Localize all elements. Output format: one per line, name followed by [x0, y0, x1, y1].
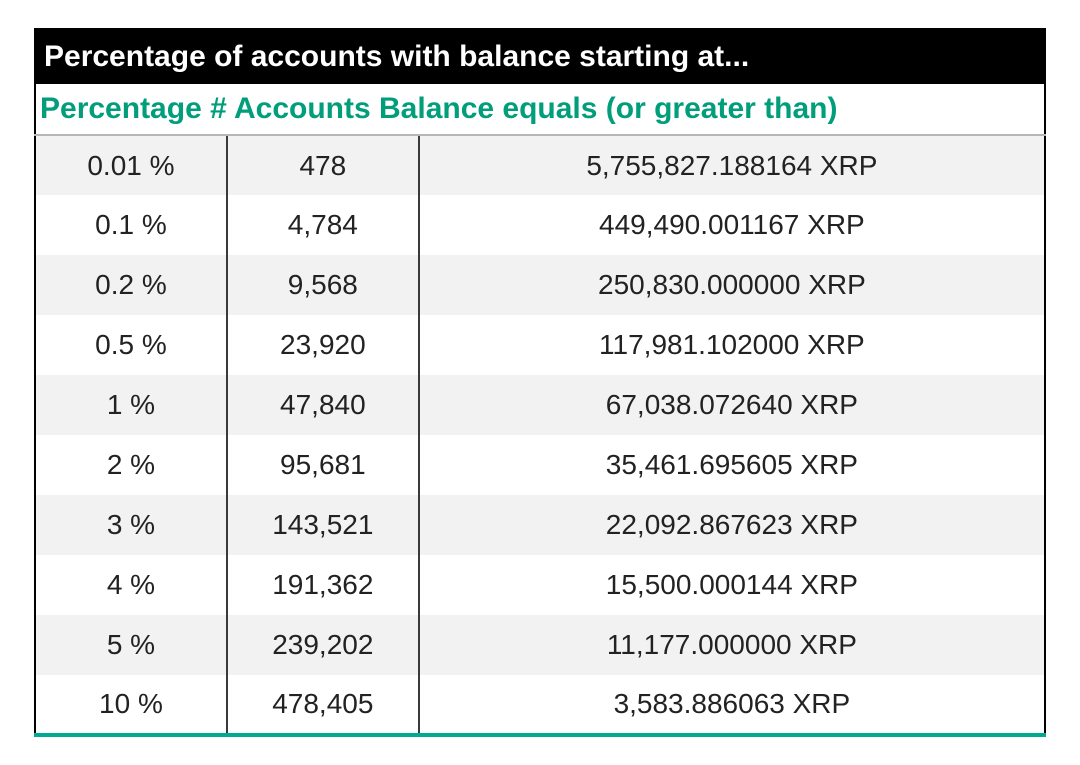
cell-balance: 3,583.886063 XRP — [419, 675, 1045, 735]
table-row: 2 % 95,681 35,461.695605 XRP — [35, 435, 1045, 495]
cell-balance: 22,092.867623 XRP — [419, 495, 1045, 555]
cell-percentage: 1 % — [35, 375, 227, 435]
cell-percentage: 0.1 % — [35, 195, 227, 255]
cell-balance: 35,461.695605 XRP — [419, 435, 1045, 495]
cell-balance: 449,490.001167 XRP — [419, 195, 1045, 255]
cell-percentage: 3 % — [35, 495, 227, 555]
table-row: 1 % 47,840 67,038.072640 XRP — [35, 375, 1045, 435]
cell-balance: 11,177.000000 XRP — [419, 615, 1045, 675]
table-row: 3 % 143,521 22,092.867623 XRP — [35, 495, 1045, 555]
cell-percentage: 2 % — [35, 435, 227, 495]
cell-accounts: 95,681 — [227, 435, 419, 495]
cell-balance: 15,500.000144 XRP — [419, 555, 1045, 615]
table-row: 0.2 % 9,568 250,830.000000 XRP — [35, 255, 1045, 315]
table-row: 0.1 % 4,784 449,490.001167 XRP — [35, 195, 1045, 255]
table-container: Percentage of accounts with balance star… — [0, 0, 1080, 765]
cell-percentage: 0.2 % — [35, 255, 227, 315]
cell-accounts: 47,840 — [227, 375, 419, 435]
cell-percentage: 5 % — [35, 615, 227, 675]
table-title: Percentage of accounts with balance star… — [35, 29, 1045, 84]
cell-accounts: 9,568 — [227, 255, 419, 315]
cell-accounts: 23,920 — [227, 315, 419, 375]
cell-accounts: 143,521 — [227, 495, 419, 555]
cell-percentage: 0.5 % — [35, 315, 227, 375]
cell-accounts: 478,405 — [227, 675, 419, 735]
cell-balance: 117,981.102000 XRP — [419, 315, 1045, 375]
accounts-balance-table: Percentage of accounts with balance star… — [34, 28, 1046, 737]
cell-percentage: 10 % — [35, 675, 227, 735]
cell-accounts: 478 — [227, 135, 419, 195]
table-subtitle: Percentage # Accounts Balance equals (or… — [35, 84, 1045, 135]
cell-balance: 67,038.072640 XRP — [419, 375, 1045, 435]
cell-accounts: 4,784 — [227, 195, 419, 255]
cell-balance: 250,830.000000 XRP — [419, 255, 1045, 315]
cell-balance: 5,755,827.188164 XRP — [419, 135, 1045, 195]
cell-percentage: 4 % — [35, 555, 227, 615]
table-row: 5 % 239,202 11,177.000000 XRP — [35, 615, 1045, 675]
cell-accounts: 191,362 — [227, 555, 419, 615]
cell-percentage: 0.01 % — [35, 135, 227, 195]
table-row: 0.01 % 478 5,755,827.188164 XRP — [35, 135, 1045, 195]
table-row: 10 % 478,405 3,583.886063 XRP — [35, 675, 1045, 735]
table-row: 0.5 % 23,920 117,981.102000 XRP — [35, 315, 1045, 375]
cell-accounts: 239,202 — [227, 615, 419, 675]
table-row: 4 % 191,362 15,500.000144 XRP — [35, 555, 1045, 615]
